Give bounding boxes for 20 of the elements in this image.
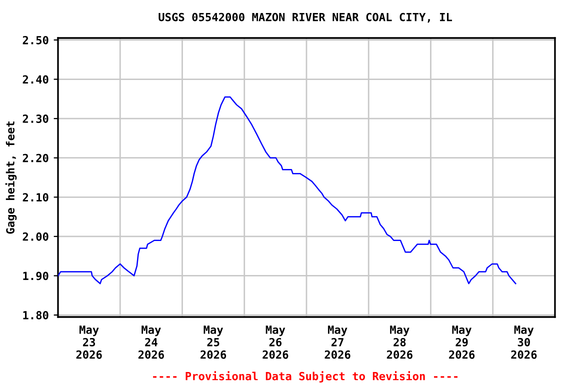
x-tick-label: May 28 2026 <box>386 326 412 359</box>
line-series <box>58 96 516 284</box>
text: ---- Provisional Data Subject to Revision ---- <box>153 371 458 382</box>
y-tick-label: 2.40 <box>22 75 48 84</box>
x-tick-label: May 24 2026 <box>138 326 164 359</box>
x-tick-label: May 26 2026 <box>262 326 288 359</box>
x-tick-label: May 29 2026 <box>449 326 475 359</box>
chart-title: USGS 05542000 MAZON RIVER NEAR COAL CITY, IL <box>158 12 452 23</box>
y-tick-label: 1.90 <box>23 272 48 280</box>
x-tick-label: May 27 2026 <box>324 326 350 359</box>
y-tick-label: 1.80 <box>23 311 48 320</box>
y-tick-label: 2.20 <box>22 154 48 162</box>
y-tick-label: 2.10 <box>22 193 48 202</box>
x-tick-label: May 30 2026 <box>511 326 537 359</box>
x-tick-label: May 25 2026 <box>200 326 226 359</box>
y-tick-label: 2.50 <box>22 36 48 44</box>
y-tick-label: 2.30 <box>22 114 48 123</box>
y-axis-title: Gage height, feet <box>5 122 17 234</box>
y-tick-label: 2.00 <box>22 232 48 241</box>
x-tick-label: May 23 2026 <box>76 326 102 359</box>
